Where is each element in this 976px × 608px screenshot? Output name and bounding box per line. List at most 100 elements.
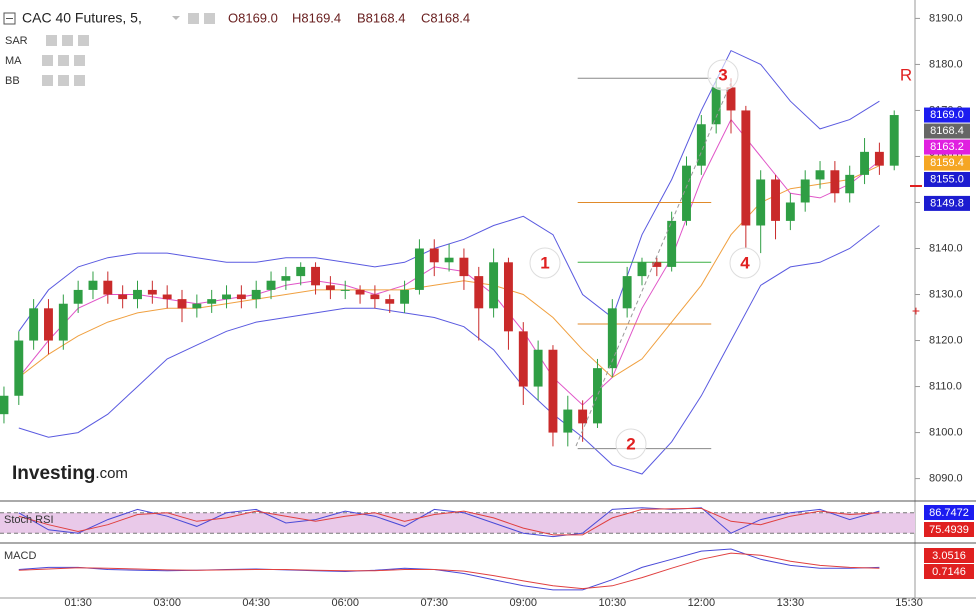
price-label-box bbox=[924, 195, 970, 211]
overlay-line bbox=[18, 165, 880, 379]
y-tick-label: 8090.0 bbox=[929, 472, 963, 484]
icon[interactable] bbox=[58, 55, 69, 66]
overlay-line bbox=[18, 225, 880, 475]
candle-body bbox=[830, 170, 840, 194]
value-label: 75.4939 bbox=[929, 524, 969, 536]
candle-body bbox=[177, 299, 187, 309]
candle-body bbox=[73, 289, 83, 304]
icon[interactable] bbox=[204, 13, 215, 24]
candle-body bbox=[711, 87, 721, 125]
indicator-label: BB bbox=[5, 75, 20, 87]
y-tick-label: 8110.0 bbox=[929, 380, 962, 392]
candle-body bbox=[325, 285, 335, 290]
price-label-box bbox=[924, 123, 970, 139]
icon[interactable] bbox=[58, 75, 69, 86]
quote-open: O8169.0 bbox=[228, 10, 278, 25]
value-box bbox=[924, 548, 974, 563]
candle-body bbox=[563, 409, 573, 433]
candle-body bbox=[118, 294, 128, 300]
x-tick-label: 04:30 bbox=[242, 597, 270, 608]
annotation: 4 bbox=[740, 253, 750, 272]
candle-body bbox=[756, 179, 766, 226]
stoch-line bbox=[18, 507, 880, 536]
macd-line bbox=[18, 548, 880, 591]
candle-body bbox=[400, 289, 410, 304]
annotation: R bbox=[900, 65, 912, 84]
candle-body bbox=[251, 289, 261, 300]
price-label: 8155.0 bbox=[930, 173, 964, 185]
annotation-circle bbox=[615, 428, 647, 460]
candle-body bbox=[0, 395, 9, 415]
candle-body bbox=[548, 349, 558, 433]
candle-body bbox=[667, 220, 677, 267]
candle-body bbox=[296, 266, 306, 277]
panel-title: Stoch RSI bbox=[4, 514, 54, 526]
y-tick-label: 8130.0 bbox=[929, 288, 963, 300]
y-tick-label: 8190.0 bbox=[929, 12, 963, 24]
icon[interactable] bbox=[78, 35, 89, 46]
candle-body bbox=[622, 276, 632, 309]
value-label: 3.0516 bbox=[932, 550, 966, 562]
candle-body bbox=[845, 174, 855, 194]
icon[interactable] bbox=[188, 13, 199, 24]
y-tick-label: 8140.0 bbox=[929, 242, 963, 254]
candle-body bbox=[58, 303, 68, 341]
macd-line bbox=[18, 552, 880, 590]
candle-body bbox=[518, 331, 528, 387]
icon[interactable] bbox=[46, 35, 57, 46]
candle-body bbox=[340, 289, 350, 291]
icon[interactable] bbox=[74, 55, 85, 66]
stoch-band bbox=[0, 512, 915, 534]
candle-body bbox=[355, 289, 365, 295]
price-label: 8169.0 bbox=[930, 109, 964, 121]
candle-body bbox=[459, 257, 469, 277]
quote-high: H8169.4 bbox=[292, 10, 341, 25]
icon[interactable] bbox=[62, 35, 73, 46]
candle-body bbox=[815, 170, 825, 180]
candle-body bbox=[860, 151, 870, 175]
value-box bbox=[924, 564, 974, 579]
y-tick-label: 8100.0 bbox=[929, 426, 963, 438]
candle-body bbox=[607, 308, 617, 369]
candle-body bbox=[103, 280, 113, 295]
candle-body bbox=[652, 262, 662, 267]
candle-body bbox=[741, 110, 751, 226]
candle-body bbox=[533, 349, 543, 387]
icon[interactable] bbox=[42, 55, 53, 66]
logo: Investing.com bbox=[12, 463, 128, 484]
stoch-line bbox=[18, 507, 880, 538]
icon[interactable] bbox=[74, 75, 85, 86]
candle-body bbox=[800, 179, 810, 203]
dropdown[interactable] bbox=[172, 16, 180, 20]
price-label-box bbox=[924, 107, 970, 123]
panel-title: MACD bbox=[4, 550, 36, 562]
indicator-label: MA bbox=[5, 55, 22, 67]
annotation: 1 bbox=[540, 253, 549, 272]
annotation-circle bbox=[729, 247, 761, 279]
icon[interactable] bbox=[42, 75, 53, 86]
logo-text: Investing bbox=[12, 463, 95, 484]
x-tick-label: 07:30 bbox=[420, 597, 448, 608]
x-tick-label: 09:00 bbox=[510, 597, 538, 608]
price-label: 8163.2 bbox=[930, 141, 964, 153]
candle-body bbox=[281, 276, 291, 281]
logo-text: .com bbox=[95, 465, 128, 482]
quote-bid: B8168.4 bbox=[357, 10, 405, 25]
annotation: 2 bbox=[626, 434, 635, 453]
price-label-box bbox=[924, 171, 970, 187]
candle-body bbox=[637, 262, 647, 277]
candle-body bbox=[370, 294, 380, 300]
candle-body bbox=[696, 124, 706, 166]
candle-body bbox=[192, 303, 202, 309]
candle-body bbox=[503, 262, 513, 332]
candle-body bbox=[593, 368, 602, 424]
quote-close: C8168.4 bbox=[421, 10, 470, 25]
candle-body bbox=[874, 151, 884, 166]
menu-icon[interactable] bbox=[3, 12, 16, 25]
candle-body bbox=[385, 299, 395, 304]
candle-body bbox=[474, 276, 484, 309]
candle-body bbox=[682, 165, 691, 221]
y-tick-label: 8120.0 bbox=[929, 334, 963, 346]
overlay-line bbox=[18, 49, 880, 332]
